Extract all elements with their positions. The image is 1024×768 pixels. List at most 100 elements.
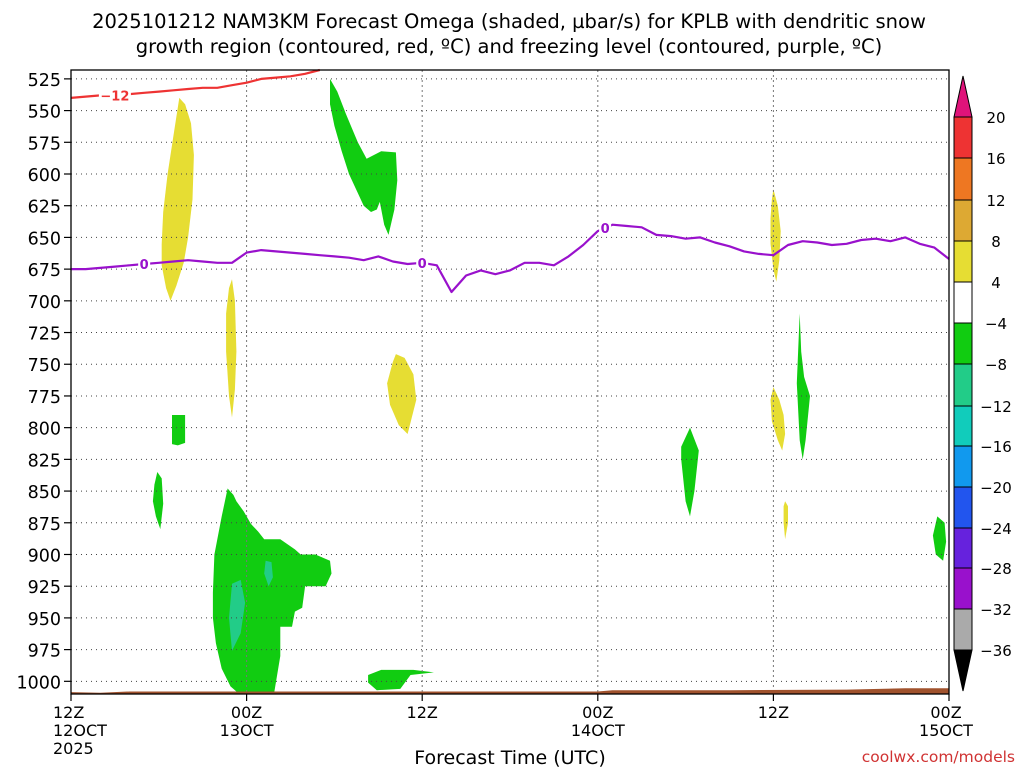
- omega-region-10: [212, 488, 332, 694]
- y-axis-pressure: 525 550 575 600 625 650 675 700 725 750 775 800 825 8…: [16, 71, 71, 693]
- x-tick-label-date-5: 15OCT: [919, 721, 973, 740]
- omega-region-14: [932, 516, 947, 561]
- colorbar-bin-10: [953, 486, 973, 529]
- omega-region-12: [681, 427, 699, 517]
- omega-region-9: [152, 472, 164, 530]
- colorbar-label-9: −16: [980, 438, 1012, 456]
- dgz-minus12-label: −12: [100, 89, 129, 104]
- y-tick-label-700: 700: [28, 293, 61, 313]
- omega-region-13: [796, 313, 810, 460]
- omega-region-2: [226, 279, 237, 418]
- y-tick-label-875: 875: [28, 515, 61, 535]
- ground-layer: [71, 688, 949, 694]
- freezing-label-bg-1: [138, 256, 151, 272]
- y-tick-label-625: 625: [28, 198, 61, 218]
- colorbar-bin-5: [953, 281, 973, 324]
- freezing-level-label-1: 0: [140, 258, 149, 273]
- contour-layer: 0 0 0 −12: [70, 68, 950, 294]
- colorbar-label-13: −32: [980, 601, 1012, 619]
- colorbar-under-triangle: [953, 649, 973, 692]
- colorbar-bin-11: [953, 527, 973, 569]
- colorbar-label-6: −4: [985, 315, 1007, 333]
- y-tick-label-925: 925: [28, 578, 61, 598]
- plot-area: 0 0 0 −12: [70, 68, 950, 695]
- omega-region-1: [161, 97, 194, 301]
- freezing-label-bg-2: [416, 254, 429, 270]
- grid-layer: [71, 70, 949, 694]
- y-tick-label-750: 750: [28, 356, 61, 376]
- omega-colorbar: 20 16 12 8 4 −4 −8 −12 −16 −20 −24 −28 −32 −36: [953, 75, 1012, 692]
- colorbar-label-5: 4: [991, 274, 1001, 292]
- omega-region-5: [770, 387, 786, 451]
- colorbar-bin-2: [953, 157, 973, 201]
- x-tick-label-time-2: 12Z: [407, 703, 438, 722]
- colorbar-label-14: −36: [980, 642, 1012, 660]
- y-tick-label-900: 900: [28, 546, 61, 566]
- x-tick-label-date-3: 14OCT: [571, 721, 625, 740]
- colorbar-label-4: 8: [991, 233, 1001, 251]
- y-tick-label-650: 650: [28, 229, 61, 249]
- freezing-level-contour: [71, 223, 950, 294]
- x-tick-label-time-4: 12Z: [758, 703, 789, 722]
- x-tick-label-time-5: 00Z: [930, 703, 961, 722]
- omega-region-8: [172, 415, 186, 446]
- y-tick-label-575: 575: [28, 134, 61, 154]
- omega-region-16: [264, 560, 273, 587]
- terrain-ground: [71, 688, 949, 694]
- colorbar-label-2: 16: [986, 150, 1005, 168]
- colorbar-bin-9: [953, 445, 973, 488]
- y-tick-label-550: 550: [28, 103, 61, 123]
- colorbar-label-10: −20: [980, 479, 1012, 497]
- freezing-level-label-3: 0: [601, 222, 610, 237]
- colorbar-bin-4: [953, 240, 973, 283]
- plot-frame: [70, 69, 950, 695]
- colorbar-label-8: −12: [980, 398, 1012, 416]
- colorbar-over-triangle: [953, 75, 973, 118]
- x-tick-label-time-3: 00Z: [582, 703, 613, 722]
- colorbar-bin-3: [953, 199, 973, 242]
- colorbar-bin-12: [953, 567, 973, 610]
- x-tick-label-date-1: 13OCT: [220, 721, 274, 740]
- colorbar-label-3: 12: [986, 192, 1005, 210]
- y-tick-label-800: 800: [28, 420, 61, 440]
- plot-background: [71, 70, 949, 694]
- y-tick-label-600: 600: [28, 166, 61, 186]
- x-tick-label-time-1: 00Z: [231, 703, 262, 722]
- colorbar-bin-13: [953, 608, 973, 651]
- omega-region-15: [229, 579, 246, 651]
- colorbar-label-1: 20: [986, 109, 1005, 127]
- freezing-level-label-2: 0: [418, 257, 427, 272]
- chart-title-line2: growth region (contoured, red, ºC) and f…: [136, 35, 883, 58]
- omega-shading-layer: [152, 78, 947, 694]
- y-tick-label-825: 825: [28, 451, 61, 471]
- omega-region-7: [330, 78, 398, 235]
- x-tick-label-year-0: 2025: [53, 739, 94, 758]
- chart-title-line1: 2025101212 NAM3KM Forecast Omega (shaded…: [92, 10, 926, 33]
- colorbar-bin-8: [953, 405, 973, 447]
- y-tick-label-725: 725: [28, 325, 61, 345]
- freezing-label-bg-3: [599, 219, 612, 235]
- y-tick-label-775: 775: [28, 388, 61, 408]
- colorbar-bin-7: [953, 363, 973, 407]
- y-tick-label-675: 675: [28, 261, 61, 281]
- y-tick-label-850: 850: [28, 483, 61, 503]
- omega-region-3: [387, 354, 417, 434]
- y-tick-label-525: 525: [28, 71, 61, 91]
- y-tick-label-950: 950: [28, 610, 61, 630]
- x-axis-label: Forecast Time (UTC): [414, 747, 605, 768]
- colorbar-label-11: −24: [980, 520, 1012, 538]
- omega-region-4: [770, 189, 781, 282]
- omega-region-6: [783, 501, 788, 540]
- y-tick-label-1000: 1000: [16, 673, 61, 693]
- x-tick-label-time-0: 12Z: [53, 703, 84, 722]
- dgz-label-bg: [98, 87, 131, 103]
- y-tick-label-975: 975: [28, 642, 61, 662]
- colorbar-bin-6: [953, 322, 973, 365]
- credit-text: coolwx.com/models: [862, 748, 1015, 766]
- x-tick-label-date-0: 12OCT: [53, 721, 107, 740]
- colorbar-bin-1: [953, 116, 973, 159]
- colorbar-label-7: −8: [985, 356, 1007, 374]
- colorbar-label-12: −28: [980, 560, 1012, 578]
